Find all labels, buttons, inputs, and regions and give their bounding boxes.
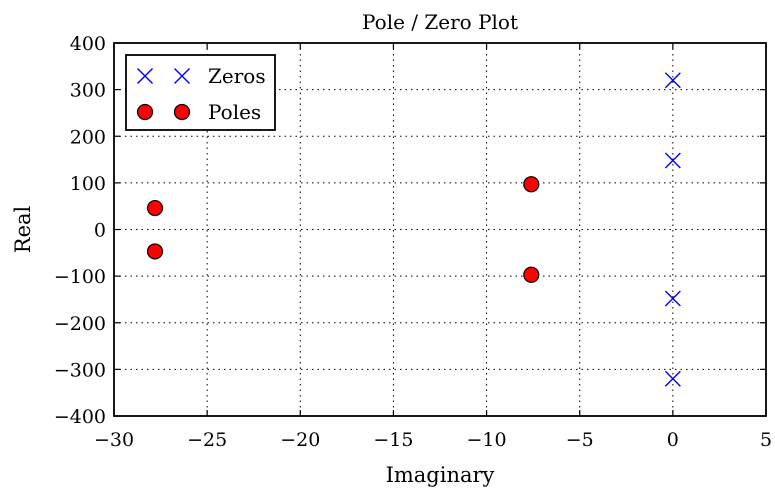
y-tick-label: −200	[54, 313, 106, 335]
x-tick-label: −5	[566, 429, 594, 451]
legend-zeros-marker	[137, 68, 190, 84]
x-tick-label: 5	[760, 429, 772, 451]
x-tick-label: −10	[467, 429, 507, 451]
zero-marker	[664, 72, 681, 89]
y-tick-label: −100	[54, 266, 106, 288]
y-tick-label: 200	[70, 126, 106, 148]
y-axis-label: Real	[11, 205, 35, 253]
zero-marker	[664, 152, 681, 169]
y-tick-label: 300	[70, 80, 106, 102]
x-tick-label: −20	[280, 429, 320, 451]
y-tick-label: 100	[70, 173, 106, 195]
pole-marker	[523, 266, 540, 283]
legend-pole-dot	[136, 103, 154, 121]
x-tick-label: −15	[373, 429, 413, 451]
legend-zero-x	[174, 68, 190, 84]
legend-zero-x	[137, 68, 153, 84]
legend-zeros-label: Zeros	[208, 64, 266, 88]
zero-marker	[664, 370, 681, 387]
tick-labels: −30 −25 −20 −15 −10 −5 0 5 −400 −300 −200 −100 0 100 2…	[54, 33, 772, 451]
legend: Zeros Poles	[125, 54, 276, 131]
legend-poles-label: Poles	[208, 100, 261, 124]
data-marks	[146, 72, 681, 387]
pole-marker	[146, 243, 164, 260]
legend-pole-dot	[173, 103, 191, 121]
y-tick-label: 0	[94, 220, 106, 242]
plot-frame	[113, 42, 767, 417]
y-tick-label: −400	[54, 406, 106, 428]
zero-marker	[664, 290, 681, 307]
x-tick-label: −25	[187, 429, 227, 451]
y-tick-label: −300	[54, 359, 106, 381]
x-tick-label: 0	[667, 429, 679, 451]
x-tick-label: −30	[94, 429, 134, 451]
legend-poles-marker	[136, 103, 191, 121]
pole-marker	[146, 199, 164, 217]
grid-lines	[114, 43, 766, 416]
y-tick-label: 400	[70, 33, 106, 55]
x-axis-label: Imaginary	[386, 463, 495, 487]
pole-marker	[523, 176, 540, 193]
chart-title: Pole / Zero Plot	[362, 10, 518, 34]
